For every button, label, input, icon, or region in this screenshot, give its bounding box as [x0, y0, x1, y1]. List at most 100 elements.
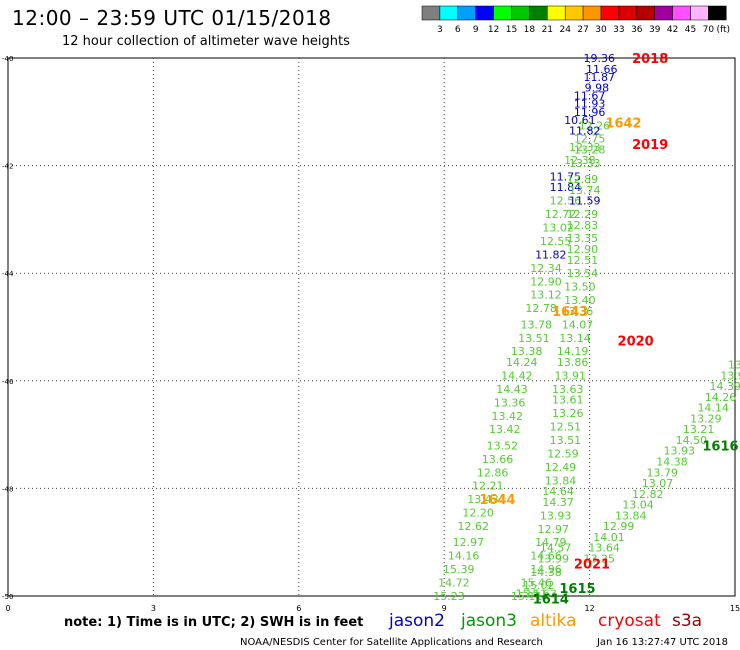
wave-height-point: 11.84 [550, 181, 582, 194]
wave-height-point: 14.72 [438, 577, 470, 590]
wave-height-point: 12.59 [547, 447, 579, 460]
wave-height-point: 13.78 [521, 318, 553, 331]
wave-height-point: 14.57 [540, 542, 572, 555]
wave-height-point: 12.62 [458, 520, 490, 533]
pass-time-label: 1644 [479, 493, 515, 508]
wave-height-point: 11.93 [574, 98, 606, 111]
wave-height-point: 14.42 [501, 369, 533, 382]
wave-height-point: 13.29 [690, 412, 722, 425]
wave-height-point: 13.21 [683, 423, 715, 436]
wave-height-point: 12.49 [545, 461, 577, 474]
wave-height-point: 12.29 [567, 208, 599, 221]
legend-label: 18 [524, 25, 536, 35]
wave-height-point: 13.64 [588, 542, 620, 555]
wave-height-point: 14.96 [530, 563, 562, 576]
y-tick-label: -48 [2, 485, 13, 493]
legend-label: 24 [559, 25, 571, 35]
wave-height-point: 15.23 [433, 590, 465, 603]
wave-height-point: 14.07 [562, 318, 594, 331]
wave-height-point: 12.55 [540, 235, 572, 248]
x-tick-label: 6 [296, 604, 301, 613]
wave-height-point: 12.72 [545, 208, 577, 221]
legend-label: 12 [488, 25, 499, 35]
wave-height-point: 13.36 [562, 305, 594, 318]
wave-height-point: 12.34 [530, 262, 562, 275]
x-tick-label: 0 [5, 604, 10, 613]
wave-height-point: 13.79 [647, 466, 679, 479]
wave-height-point: 13.50 [564, 281, 596, 294]
wave-height-point: 13.43 [467, 493, 499, 506]
plot-frame [7, 57, 736, 597]
wave-height-point: 14.39 [710, 380, 740, 393]
wave-height-point: 11.82 [569, 125, 601, 138]
wave-height-point: 13.40 [564, 294, 596, 307]
legend-label: 15 [506, 25, 517, 35]
wave-height-point: 14.38 [530, 566, 562, 579]
wave-height-point: 14.66 [530, 550, 562, 563]
y-tick-label: -50 [2, 593, 13, 601]
wave-height-point: 12.75 [574, 133, 606, 146]
legend-label: 70 [703, 25, 715, 35]
x-tick-label: 12 [585, 604, 595, 613]
wave-height-point: 14.79 [535, 536, 567, 549]
wave-height-point: 12.90 [567, 243, 599, 256]
legend-unit: (ft) [716, 25, 730, 35]
legend-label: 27 [577, 25, 588, 35]
wave-height-point: 14.01 [593, 531, 625, 544]
wave-height-point: 15.63 [525, 587, 557, 600]
wave-height-point: 12.78 [525, 302, 557, 315]
wave-height-point: 13.38 [511, 345, 543, 358]
wave-height-point: 11.75 [550, 170, 582, 183]
pass-time-label: 1643 [552, 305, 588, 320]
wave-height-point: 13.33 [569, 157, 601, 170]
wave-height-point: 12.51 [567, 254, 599, 267]
wave-height-point: 9.98 [585, 82, 610, 95]
y-tick-label: -44 [2, 270, 14, 278]
color-legend: 3 6 9 12 15 18 21 24 27 30 33 36 39 42 45 70 (ft) [421, 5, 730, 35]
legend-label: 33 [613, 25, 624, 35]
wave-height-point: 13.51 [550, 434, 582, 447]
wave-height-point: 13.86 [557, 356, 589, 369]
wave-height-point: 11.87 [584, 71, 616, 84]
wave-height-point: 12.90 [530, 275, 562, 288]
legend-label: 42 [667, 25, 678, 35]
wave-height-point: 13.52 [487, 439, 519, 452]
wave-height-point: 13.42 [489, 423, 521, 436]
wave-height-point: 13.61 [552, 394, 584, 407]
wave-height-point: 12.89 [567, 173, 599, 186]
wave-height-point: 13.84 [615, 509, 647, 522]
wave-height-point: 13.91 [554, 369, 586, 382]
legend-label: 6 [455, 25, 461, 35]
wave-height-point: 12.21 [472, 480, 504, 493]
wave-height-point: 11.82 [535, 248, 567, 261]
pass-time-label: 2021 [574, 558, 610, 573]
wave-height-point: 12.86 [477, 466, 509, 479]
legend-label: 39 [649, 25, 661, 35]
pass-time-label: 1616 [702, 439, 738, 454]
wave-height-point: 14.38 [656, 456, 688, 469]
wave-height-point: 12.82 [632, 488, 664, 501]
wave-height-point: 13.66 [482, 453, 514, 466]
y-tick-label: -42 [2, 163, 13, 171]
wave-height-point: 13.54 [567, 267, 599, 280]
wave-height-point: 12.83 [567, 219, 599, 232]
wave-height-point: 13.93 [540, 509, 572, 522]
pass-time-label: 1615 [559, 582, 595, 597]
wave-height-point: 11.96 [574, 106, 606, 119]
x-tick-label: 9 [442, 604, 447, 613]
wave-height-point: 12.51 [550, 421, 582, 434]
wave-height-point: 12.20 [462, 507, 494, 520]
wave-height-point: 19.36 [584, 52, 616, 65]
wave-height-point: 11.66 [586, 63, 618, 76]
wave-height-point: 15.02 [523, 579, 555, 592]
wave-height-point: 15.11 [511, 590, 543, 603]
wave-height-point: 15.11 [516, 587, 548, 600]
y-tick-label: -46 [2, 378, 14, 386]
wave-height-point: 13.63 [552, 383, 584, 396]
wave-height-point: 12.97 [538, 523, 570, 536]
legend-label: 36 [631, 25, 643, 35]
wave-height-point: 13.12 [530, 289, 562, 302]
pass-time-label: 2019 [632, 138, 668, 153]
wave-height-point: 14.14 [697, 402, 729, 415]
